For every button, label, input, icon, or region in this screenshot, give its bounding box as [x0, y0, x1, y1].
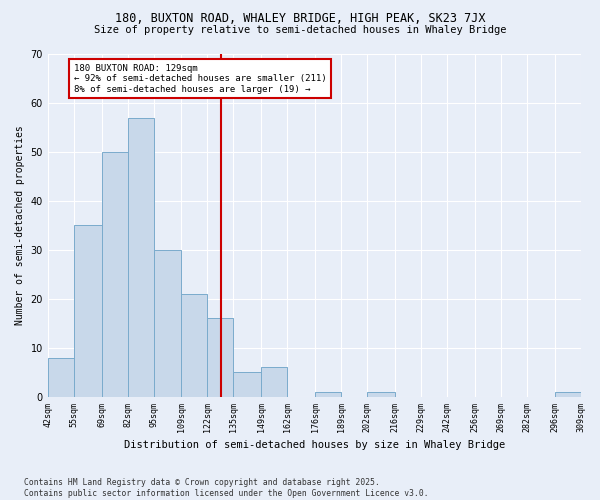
Bar	[554, 392, 581, 397]
X-axis label: Distribution of semi-detached houses by size in Whaley Bridge: Distribution of semi-detached houses by …	[124, 440, 505, 450]
Bar	[128, 118, 154, 397]
Text: 180 BUXTON ROAD: 129sqm
← 92% of semi-detached houses are smaller (211)
8% of se: 180 BUXTON ROAD: 129sqm ← 92% of semi-de…	[74, 64, 326, 94]
Text: Contains HM Land Registry data © Crown copyright and database right 2025.
Contai: Contains HM Land Registry data © Crown c…	[24, 478, 428, 498]
Bar	[315, 392, 341, 397]
Bar	[74, 226, 101, 397]
Bar	[181, 294, 208, 397]
Bar	[208, 318, 233, 397]
Bar	[261, 368, 287, 397]
Text: 180, BUXTON ROAD, WHALEY BRIDGE, HIGH PEAK, SK23 7JX: 180, BUXTON ROAD, WHALEY BRIDGE, HIGH PE…	[115, 12, 485, 26]
Text: Size of property relative to semi-detached houses in Whaley Bridge: Size of property relative to semi-detach…	[94, 25, 506, 35]
Bar	[101, 152, 128, 397]
Bar	[48, 358, 74, 397]
Y-axis label: Number of semi-detached properties: Number of semi-detached properties	[15, 126, 25, 326]
Bar	[233, 372, 261, 397]
Bar	[154, 250, 181, 397]
Bar	[367, 392, 395, 397]
